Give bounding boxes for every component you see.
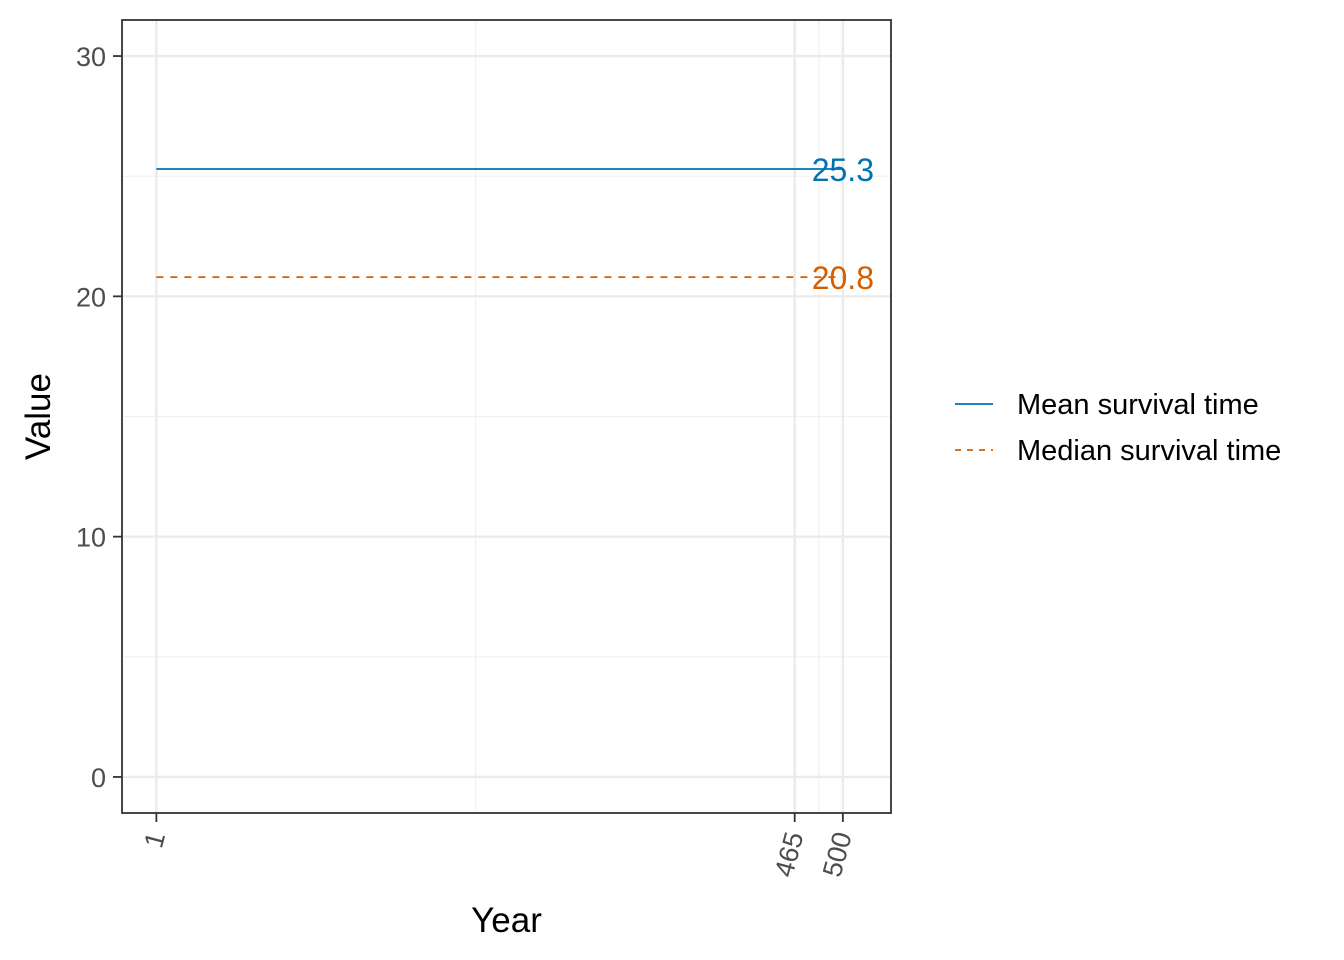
grid: [122, 20, 891, 813]
x-tick-label: 1: [138, 829, 171, 851]
series-end-label-1: 25.3: [812, 152, 874, 188]
x-tick-label: 465: [769, 829, 810, 880]
x-axis-title: Year: [471, 901, 542, 940]
plot-panel-border: [121, 19, 892, 814]
y-tick-label: 0: [91, 763, 106, 793]
y-tick-label: 10: [76, 523, 106, 553]
legend-label-1: Mean survival time: [1017, 389, 1259, 421]
y-tick-label: 20: [76, 282, 106, 312]
y-axis-title: Value: [19, 373, 58, 460]
series-end-label-2: 20.8: [812, 260, 874, 296]
legend-label-2: Median survival time: [1017, 435, 1281, 467]
y-tick-label: 30: [76, 42, 106, 72]
legend: Mean survival time Median survival time: [955, 389, 1281, 467]
axes: 0 10 20 30 1 465 500: [76, 42, 858, 880]
series-lines: 25.3 20.8: [156, 152, 874, 296]
x-tick-label: 500: [817, 829, 858, 880]
